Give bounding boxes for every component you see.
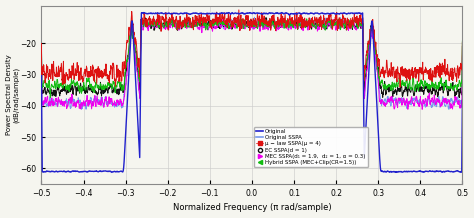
Legend: Original, Original SSPA, μ − law SSPA(μ = 4), EC SSPA(d = 1), MEC SSPA(d₁ = 1.9,: Original, Original SSPA, μ − law SSPA(μ …	[254, 127, 368, 167]
X-axis label: Normalized Frequency (π rad/sample): Normalized Frequency (π rad/sample)	[173, 203, 331, 213]
Y-axis label: Power Spectral Density
(dB/rad/sample): Power Spectral Density (dB/rad/sample)	[6, 54, 19, 135]
